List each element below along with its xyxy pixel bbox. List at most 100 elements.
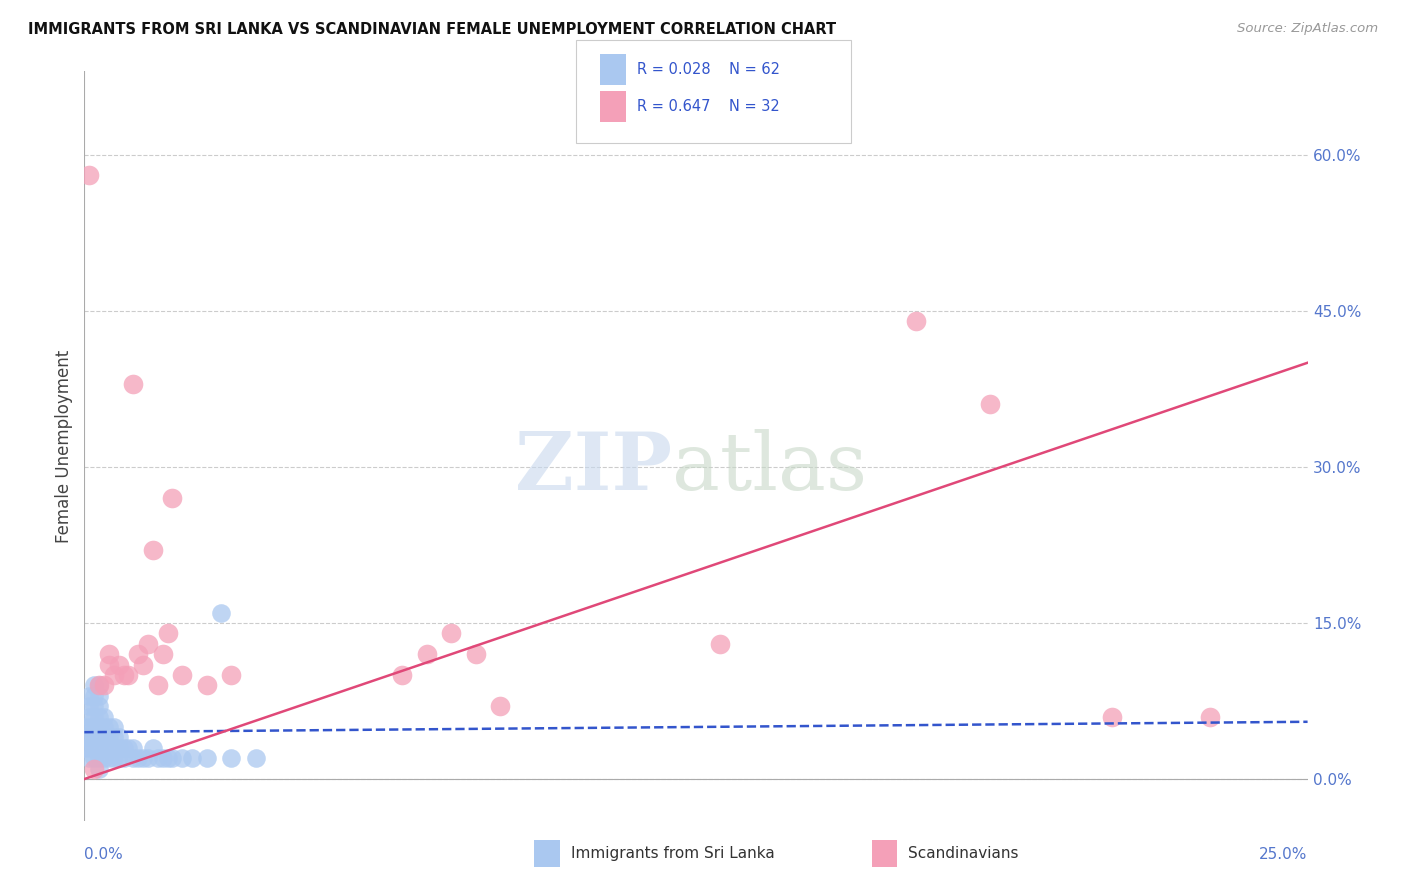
Point xyxy=(127,751,149,765)
Point xyxy=(97,657,120,672)
Point xyxy=(93,709,115,723)
Text: Scandinavians: Scandinavians xyxy=(908,847,1019,861)
Point xyxy=(162,751,184,765)
Point xyxy=(77,169,100,183)
Point xyxy=(195,678,218,692)
Point xyxy=(117,668,139,682)
Point xyxy=(87,689,110,703)
Point xyxy=(83,689,105,703)
Point xyxy=(107,740,129,755)
Point xyxy=(162,491,184,505)
Y-axis label: Female Unemployment: Female Unemployment xyxy=(55,350,73,542)
Point xyxy=(152,647,174,661)
Point xyxy=(209,606,232,620)
Text: atlas: atlas xyxy=(672,429,866,508)
Point xyxy=(132,751,155,765)
Text: Source: ZipAtlas.com: Source: ZipAtlas.com xyxy=(1237,22,1378,36)
Point xyxy=(93,740,115,755)
Point xyxy=(136,751,159,765)
Point xyxy=(107,731,129,745)
Point xyxy=(132,657,155,672)
Point xyxy=(83,720,105,734)
Point xyxy=(103,740,125,755)
Point xyxy=(142,740,165,755)
Point xyxy=(112,668,135,682)
Point xyxy=(117,740,139,755)
Point xyxy=(83,709,105,723)
Point xyxy=(83,731,105,745)
Point xyxy=(122,740,145,755)
Point xyxy=(142,543,165,558)
Text: IMMIGRANTS FROM SRI LANKA VS SCANDINAVIAN FEMALE UNEMPLOYMENT CORRELATION CHART: IMMIGRANTS FROM SRI LANKA VS SCANDINAVIA… xyxy=(28,22,837,37)
Text: R = 0.647    N = 32: R = 0.647 N = 32 xyxy=(637,99,780,114)
Point xyxy=(416,647,439,661)
Point xyxy=(122,376,145,391)
Point xyxy=(181,751,204,765)
Point xyxy=(93,720,115,734)
Point xyxy=(93,751,115,765)
Point xyxy=(172,751,194,765)
Text: 25.0%: 25.0% xyxy=(1260,847,1308,862)
Point xyxy=(93,678,115,692)
Text: ZIP: ZIP xyxy=(515,429,672,508)
Point xyxy=(87,678,110,692)
Point xyxy=(146,678,169,692)
Point xyxy=(103,668,125,682)
Point xyxy=(83,751,105,765)
Point xyxy=(77,720,100,734)
Point xyxy=(73,740,96,755)
Point xyxy=(73,720,96,734)
Point xyxy=(97,720,120,734)
Point xyxy=(73,731,96,745)
Point xyxy=(87,709,110,723)
Point xyxy=(77,699,100,714)
Point xyxy=(112,740,135,755)
Point xyxy=(1198,709,1220,723)
Point xyxy=(83,699,105,714)
Point xyxy=(87,740,110,755)
Text: R = 0.028    N = 62: R = 0.028 N = 62 xyxy=(637,62,780,77)
Point xyxy=(464,647,486,661)
Point xyxy=(195,751,218,765)
Point xyxy=(709,637,731,651)
Point xyxy=(107,657,129,672)
Point xyxy=(97,647,120,661)
Point xyxy=(87,731,110,745)
Point xyxy=(156,751,179,765)
Point xyxy=(146,751,169,765)
Point xyxy=(136,637,159,651)
Point xyxy=(97,751,120,765)
Point xyxy=(103,720,125,734)
Point xyxy=(87,762,110,776)
Point xyxy=(152,751,174,765)
Text: 0.0%: 0.0% xyxy=(84,847,124,862)
Point xyxy=(112,751,135,765)
Point xyxy=(489,699,512,714)
Point xyxy=(77,731,100,745)
Point xyxy=(127,647,149,661)
Point xyxy=(77,709,100,723)
Point xyxy=(93,731,115,745)
Point xyxy=(83,678,105,692)
Point xyxy=(97,740,120,755)
Point xyxy=(905,314,928,328)
Point xyxy=(122,751,145,765)
Point xyxy=(87,751,110,765)
Text: Immigrants from Sri Lanka: Immigrants from Sri Lanka xyxy=(571,847,775,861)
Point xyxy=(83,740,105,755)
Point xyxy=(103,751,125,765)
Point xyxy=(440,626,463,640)
Point xyxy=(245,751,267,765)
Point xyxy=(87,699,110,714)
Point xyxy=(219,668,242,682)
Point xyxy=(219,751,242,765)
Point xyxy=(979,397,1001,411)
Point xyxy=(391,668,413,682)
Point xyxy=(172,668,194,682)
Point xyxy=(77,751,100,765)
Point xyxy=(83,762,105,776)
Point xyxy=(87,720,110,734)
Point xyxy=(1101,709,1123,723)
Point xyxy=(107,751,129,765)
Point xyxy=(77,740,100,755)
